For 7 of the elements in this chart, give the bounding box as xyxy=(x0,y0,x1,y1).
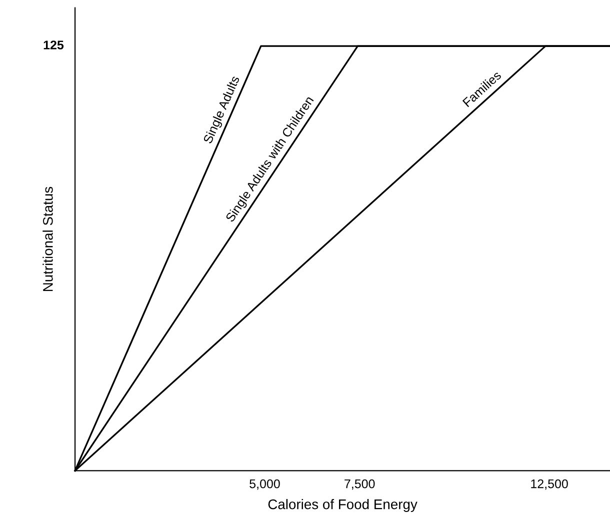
x-axis-title: Calories of Food Energy xyxy=(268,499,418,512)
x-tick-label: 12,500 xyxy=(531,479,568,490)
x-tick-label: 5,000 xyxy=(250,479,280,490)
y-axis-title: Nutritional Status xyxy=(42,186,53,292)
text: Single Adults xyxy=(202,75,242,146)
x-tick-label: 7,500 xyxy=(344,479,375,490)
text: 125 xyxy=(44,40,64,50)
